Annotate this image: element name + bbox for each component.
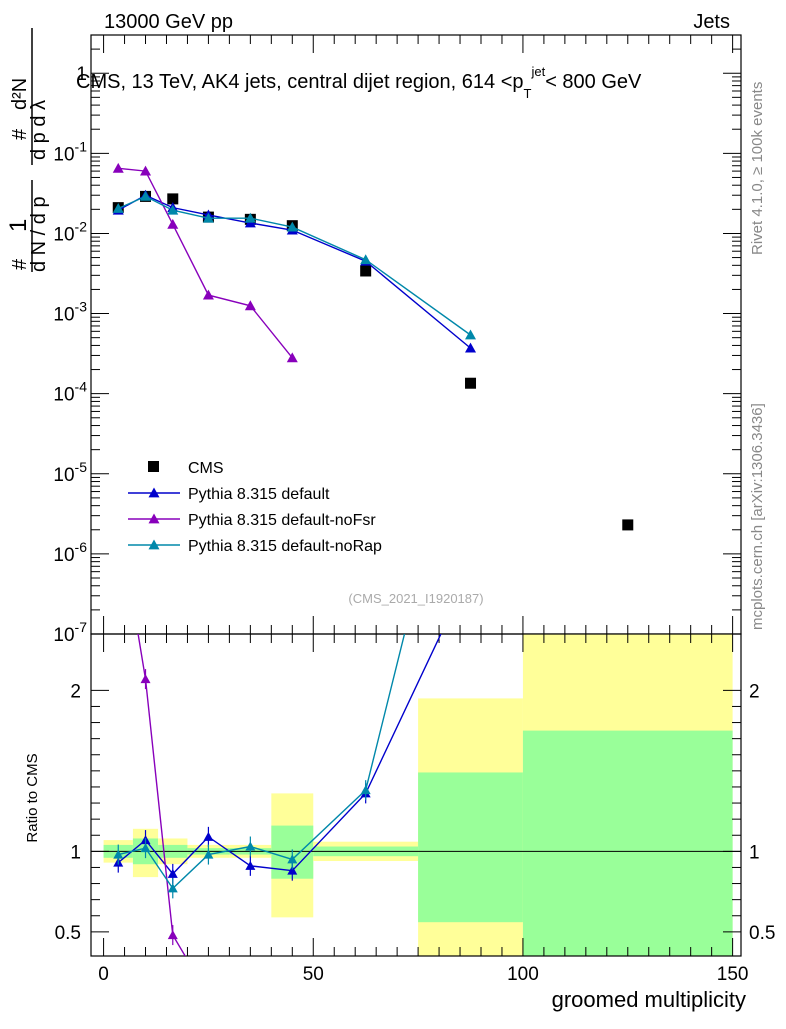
- main-ytick-label: 10-6: [53, 539, 87, 566]
- ratio-series: [113, 634, 442, 956]
- cms-point: [622, 519, 634, 531]
- pythia-8-315-default-nofsr-point: [244, 300, 256, 311]
- pythia-8-315-default-norap-point: [167, 204, 179, 215]
- pythia-8-315-default-norap-point: [244, 212, 256, 223]
- ylabel-top-d2n: d²N: [9, 78, 31, 110]
- pythia-8-315-default-nofsr-point: [112, 162, 124, 173]
- cms-point: [360, 265, 372, 277]
- xtick-label: 50: [303, 964, 324, 985]
- pythia-8-315-default-norap-ratio-point: [287, 854, 298, 864]
- legend-marker-pythia-8-315-default: [148, 487, 160, 498]
- ylabel-top: # 1 d N / d p # d²N d p d λ: [5, 28, 50, 272]
- pythia-8-315-default-norap-ratio-point: [360, 785, 371, 795]
- pythia-8-315-default-nofsr-line: [118, 167, 293, 359]
- uncertainty-band-green-7: [418, 772, 523, 923]
- pythia-8-315-default-norap-ratio-point: [167, 883, 178, 893]
- pythia-8-315-default-nofsr-point: [202, 289, 214, 300]
- pythia-8-315-default-norap-point: [360, 254, 372, 265]
- ylabel-top-hash2: #: [9, 128, 31, 140]
- pythia-8-315-default-norap-ratio-point: [140, 843, 151, 853]
- legend-marker-pythia-8-315-default-norap: [148, 539, 160, 550]
- main-ytick-label: 10-7: [53, 619, 87, 646]
- pythia-8-315-default-ratio-line: [117, 634, 442, 875]
- pythia-8-315-default-point: [465, 342, 477, 353]
- pythia-8-315-default-norap-ratio-point: [113, 849, 124, 859]
- pythia-8-315-default-nofsr-point: [167, 218, 179, 229]
- xtick-label: 100: [507, 964, 539, 985]
- pythia-8-315-default-nofsr-point: [286, 352, 298, 363]
- main-ytick-label: 1: [76, 64, 87, 85]
- pythia-8-315-default-ratio-point: [245, 860, 256, 870]
- legend-label-pythia-8-315-default-nofsr: Pythia 8.315 default-noFsr: [188, 512, 376, 529]
- ratio-ytick-label: 0.5: [55, 923, 81, 944]
- pythia-8-315-default-norap-ratio-point: [203, 849, 214, 859]
- mcplots-label: mcplots.cern.ch [arXiv:1306.3436]: [749, 403, 766, 630]
- legend-label-cms: CMS: [188, 460, 224, 477]
- pythia-8-315-default-norap-point: [286, 221, 298, 232]
- pythia-8-315-default-ratio-point: [203, 831, 214, 841]
- pythia-8-315-default-norap-point: [202, 212, 214, 223]
- chart-title: CMS, 13 TeV, AK4 jets, central dijet reg…: [76, 64, 642, 101]
- pythia-8-315-default-norap-point: [112, 202, 124, 213]
- pythia-8-315-default-nofsr-ratio-point: [167, 930, 178, 940]
- ratio-ytick-label-right: 1: [749, 842, 760, 863]
- ratio-ytick-label-right: 2: [749, 681, 760, 702]
- main-panel: 10-7 10-6 10-5 10-4 10-3 10-2 10-1 1: [53, 34, 742, 646]
- main-ytick-label: 10-2: [53, 218, 87, 245]
- legend-marker-cms: [148, 461, 159, 472]
- ratio-ytick-label: 1: [70, 842, 81, 863]
- main-ytick-label: 10-5: [53, 459, 87, 486]
- pythia-8-315-default-line: [117, 194, 471, 349]
- xtick-label: 0: [98, 964, 109, 985]
- watermark: (CMS_2021_I1920187): [348, 591, 483, 606]
- legend-label-pythia-8-315-default: Pythia 8.315 default: [188, 486, 330, 503]
- xlabel: groomed multiplicity: [552, 987, 746, 1012]
- pythia-8-315-default-nofsr-ratio-line: [137, 634, 186, 956]
- ratio-ytick-label-right: 0.5: [749, 923, 775, 944]
- pythia-8-315-default-norap-ratio-line: [118, 634, 406, 890]
- pythia-8-315-default-nofsr-ratio-point: [140, 674, 151, 684]
- cms-point: [465, 377, 477, 389]
- main-ytick-label: 10-1: [53, 138, 87, 165]
- pythia-8-315-default-norap-point: [140, 190, 152, 201]
- ylabel-top-hash1: #: [9, 258, 31, 270]
- pythia-8-315-default-ratio-point: [167, 868, 178, 878]
- pythia-8-315-default-nofsr-point: [140, 165, 152, 176]
- ratio-frame: [90, 633, 742, 957]
- xtick-label: 150: [717, 964, 749, 985]
- header-left: 13000 GeV pp: [104, 11, 233, 33]
- cms-point: [167, 193, 179, 205]
- ylabel-top-one: 1: [5, 219, 32, 232]
- main-ytick-label: 10-4: [53, 379, 87, 406]
- pythia-8-315-default-norap-ratio-point: [245, 841, 256, 851]
- ylabel-top-dpt-dlambda: d p d λ: [28, 100, 50, 160]
- legend-label-pythia-8-315-default-norap: Pythia 8.315 default-noRap: [188, 538, 382, 555]
- ylabel-top-dndpt: d N / d p: [28, 196, 50, 272]
- ratio-ylabel: Ratio to CMS: [24, 753, 41, 842]
- pythia-8-315-default-norap-line: [117, 195, 471, 336]
- legend-marker-pythia-8-315-default-nofsr: [148, 513, 160, 524]
- main-ytick-label: 10-3: [53, 299, 87, 326]
- uncertainty-band-green-8: [522, 730, 733, 956]
- pythia-8-315-default-norap-point: [465, 329, 477, 340]
- main-series: [112, 162, 634, 531]
- ratio-ytick-label: 2: [70, 681, 81, 702]
- legend: CMS Pythia 8.315 default Pythia 8.315 defa…: [128, 460, 382, 555]
- pythia-8-315-default-ratio-point: [287, 865, 298, 875]
- rivet-label: Rivet 4.1.0, ≥ 100k events: [749, 82, 766, 255]
- header-right: Jets: [693, 11, 730, 33]
